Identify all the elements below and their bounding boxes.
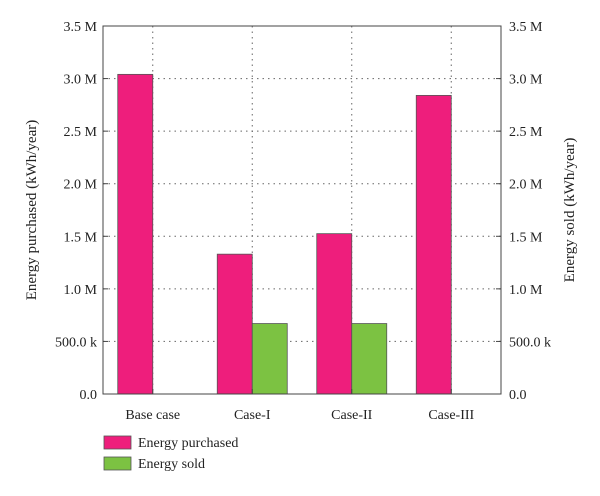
x-tick-label: Base case <box>125 408 180 423</box>
right-y-tick-label: 2.5 M <box>509 125 543 140</box>
left-y-tick-label: 3.0 M <box>64 73 98 88</box>
x-tick-label: Case-II <box>331 408 373 423</box>
right-y-tick-label: 0.0 <box>509 388 527 403</box>
bar-energy-purchased <box>316 233 353 395</box>
legend-label: Energy purchased <box>138 436 238 451</box>
left-y-axis-ticks: 0.0 500.0 k 1.0 M 1.5 M 2.0 M 2.5 M 3.0 M 3.5 M <box>55 20 108 403</box>
bar-energy-sold <box>351 323 388 395</box>
bar-energy-purchased <box>216 253 253 395</box>
legend-label: Energy sold <box>138 457 205 472</box>
bars <box>117 73 452 395</box>
left-y-axis-title: Energy purchased (kWh/year) <box>24 120 40 300</box>
legend: Energy purchased Energy sold <box>103 435 238 472</box>
bar-energy-sold <box>251 323 288 395</box>
right-y-tick-label: 1.0 M <box>509 283 543 298</box>
left-y-tick-label: 2.0 M <box>64 178 98 193</box>
right-y-axis-title: Energy sold (kWh/year) <box>562 138 578 283</box>
left-y-tick-label: 2.5 M <box>64 125 98 140</box>
legend-swatch <box>103 435 132 450</box>
x-axis-ticks: Base case Case-I Case-II Case-III <box>125 389 475 423</box>
left-y-tick-label: 1.0 M <box>64 283 98 298</box>
left-y-tick-label: 0.0 <box>80 388 98 403</box>
left-y-tick-label: 3.5 M <box>64 20 98 35</box>
right-y-tick-label: 500.0 k <box>509 335 551 350</box>
right-y-tick-label: 1.5 M <box>509 230 543 245</box>
right-y-tick-label: 3.5 M <box>509 20 543 35</box>
right-y-tick-label: 3.0 M <box>509 73 543 88</box>
plot-frame <box>102 25 502 395</box>
x-tick-label: Case-III <box>428 408 474 423</box>
left-y-tick-label: 500.0 k <box>55 335 97 350</box>
right-y-tick-label: 2.0 M <box>509 178 543 193</box>
bar-energy-purchased <box>117 73 154 395</box>
bar-energy-purchased <box>415 94 452 395</box>
left-y-tick-label: 1.5 M <box>64 230 98 245</box>
legend-swatch <box>103 456 132 471</box>
right-y-axis-ticks: 0.0 500.0 k 1.0 M 1.5 M 2.0 M 2.5 M 3.0 M 3.5 M <box>496 20 551 403</box>
x-tick-label: Case-I <box>234 408 271 423</box>
